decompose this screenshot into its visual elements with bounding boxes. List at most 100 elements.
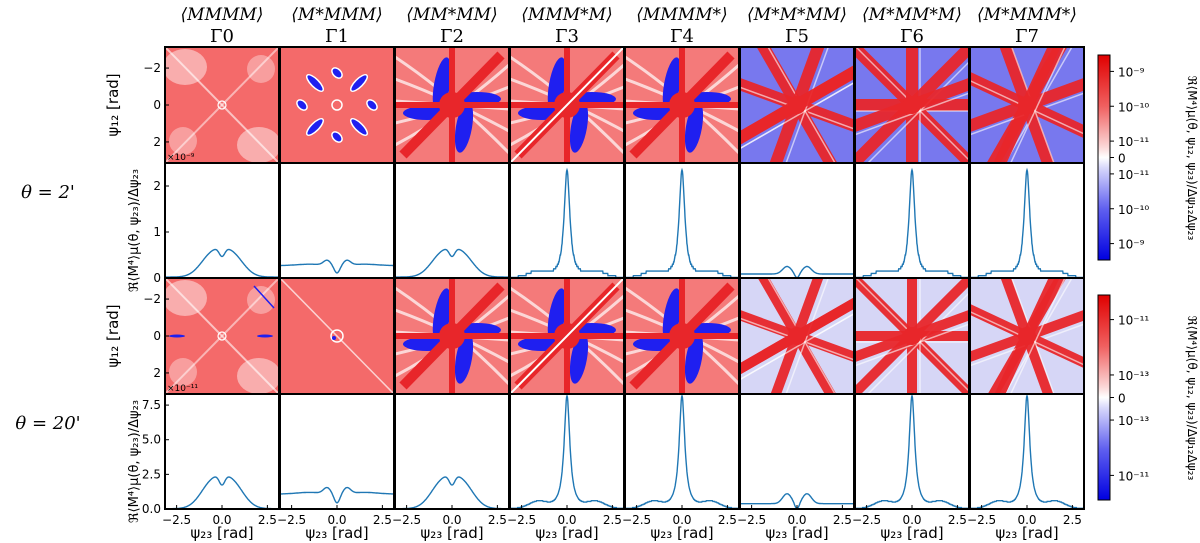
heatmap-feature xyxy=(247,286,275,314)
colorbar-tick-label: 10⁻¹¹ xyxy=(1118,469,1149,483)
ytick-label: −2 xyxy=(143,292,161,306)
series-line xyxy=(280,486,394,504)
column-moment-label: ⟨MMM*M⟩ xyxy=(521,5,612,25)
colorbar-gradient xyxy=(1097,54,1111,261)
ytick-label: 0 xyxy=(153,271,161,285)
colorbar-tick-label: 10⁻¹⁰ xyxy=(1118,100,1149,114)
heatmap-feature xyxy=(165,280,207,316)
heatmap-feature xyxy=(740,81,854,150)
xtick-label: 2.5 xyxy=(718,513,737,527)
column-gamma-label: Γ5 xyxy=(785,26,809,47)
heatmap-scale-label: ×10⁻¹¹ xyxy=(167,384,198,394)
xtick-label: −2.5 xyxy=(852,513,881,527)
colorbar-tick-label: 10⁻¹¹ xyxy=(1118,135,1149,149)
series-line xyxy=(970,394,1084,509)
line-panel xyxy=(164,393,280,510)
xtick-label: 2.5 xyxy=(833,513,852,527)
xlabel: ψ₂₃ [rad] xyxy=(190,524,253,542)
heatmap-feature xyxy=(1018,96,1036,114)
series-line xyxy=(855,167,969,278)
heatmap-feature xyxy=(855,92,969,136)
line-panel xyxy=(509,393,625,510)
heatmap-feature xyxy=(510,278,624,394)
ytick-label: −2 xyxy=(143,61,161,75)
series-line xyxy=(395,248,509,278)
line-panel xyxy=(279,393,395,510)
heatmap-layer xyxy=(164,46,1085,395)
heatmap-feature xyxy=(237,127,279,163)
line-panel xyxy=(969,162,1085,279)
heatmap-feature xyxy=(217,331,227,341)
line-panel-background xyxy=(625,394,739,509)
column-moment-label: ⟨M*M*MM⟩ xyxy=(747,5,847,25)
xtick-label: −2.5 xyxy=(967,513,996,527)
heatmap-panel xyxy=(739,277,855,395)
xtick-label: 2.5 xyxy=(488,513,507,527)
heatmap-feature xyxy=(305,73,325,93)
column-gamma-label: Γ6 xyxy=(900,26,924,47)
heatmap-scale-label: ×10⁻⁹ xyxy=(167,153,195,163)
heatmap-panel xyxy=(279,277,395,395)
column-moment-label: ⟨MMMM*⟩ xyxy=(636,5,727,25)
line-panel xyxy=(739,393,855,510)
ytick-label: 2 xyxy=(153,135,161,149)
heatmap-feature xyxy=(331,131,343,143)
line-panel xyxy=(279,162,395,279)
colorbar-tick-label: 10⁻¹¹ xyxy=(1118,314,1149,328)
lineplot-layer xyxy=(164,162,1085,510)
column-moment-label: ⟨MM*MM⟩ xyxy=(406,5,497,25)
xtick-label: 0.0 xyxy=(212,513,231,527)
series-line xyxy=(395,476,509,509)
theta-label: θ = 2' xyxy=(21,182,75,203)
heatmap-feature xyxy=(332,336,336,340)
line-panel xyxy=(854,162,970,279)
line-panel xyxy=(854,393,970,510)
line-panel-background xyxy=(395,163,509,278)
heatmap-feature xyxy=(1009,278,1066,394)
heatmap-feature xyxy=(330,329,344,343)
heatmap-feature xyxy=(217,100,227,110)
line-panel xyxy=(624,393,740,510)
heatmap-panel xyxy=(394,46,510,164)
line-panel xyxy=(394,162,510,279)
xtick-label: −2.5 xyxy=(392,513,421,527)
line-panel xyxy=(739,162,855,279)
heatmap-feature xyxy=(510,47,624,163)
xtick-label: 0.0 xyxy=(442,513,461,527)
line-ylabel: ℜ⟨M⁴⟩μ(θ, ψ₂₃)/Δψ₂₃ xyxy=(127,169,142,292)
heatmap-feature xyxy=(349,117,369,137)
colorbar-tick-label: 10⁻⁹ xyxy=(1118,65,1145,79)
heatmap-panel xyxy=(624,46,740,164)
line-panel xyxy=(164,162,280,279)
column-gamma-label: Γ4 xyxy=(670,26,694,47)
line-ylabel: ℜ⟨M⁴⟩μ(θ, ψ₂₃)/Δψ₂₃ xyxy=(127,400,142,523)
xlabel: ψ₂₃ [rad] xyxy=(995,524,1058,542)
line-panel-background xyxy=(740,394,854,509)
series-line xyxy=(165,476,279,509)
series-line xyxy=(510,167,624,278)
colorbar-gradient xyxy=(1097,294,1111,501)
xlabel: ψ₂₃ [rad] xyxy=(535,524,598,542)
xlabel: ψ₂₃ [rad] xyxy=(420,524,483,542)
ytick-label: 7.5 xyxy=(142,398,161,412)
line-panel xyxy=(394,393,510,510)
ytick-label: 2 xyxy=(153,179,161,193)
line-panel xyxy=(969,393,1085,510)
line-panel-background xyxy=(395,394,509,509)
heatmap-panel xyxy=(164,277,280,395)
line-panel-background xyxy=(970,163,1084,278)
line-panel-background xyxy=(510,163,624,278)
heatmap-feature xyxy=(349,73,369,93)
heatmap-feature xyxy=(439,323,465,349)
xtick-label: 0.0 xyxy=(1017,513,1036,527)
heatmap-feature xyxy=(257,334,273,338)
column-moment-label: ⟨MMMM⟩ xyxy=(181,5,264,25)
xtick-label: 2.5 xyxy=(373,513,392,527)
xlabel: ψ₂₃ [rad] xyxy=(305,524,368,542)
xtick-label: 0.0 xyxy=(787,513,806,527)
colorbar-label: ℜ⟨M⁴⟩μ(θ, ψ₁₂, ψ₂₃)/Δψ₁₂Δψ₂₃ xyxy=(1185,316,1199,481)
ytick-label: 2 xyxy=(153,366,161,380)
ytick-label: 5.0 xyxy=(142,433,161,447)
xtick-label: −2.5 xyxy=(622,513,651,527)
